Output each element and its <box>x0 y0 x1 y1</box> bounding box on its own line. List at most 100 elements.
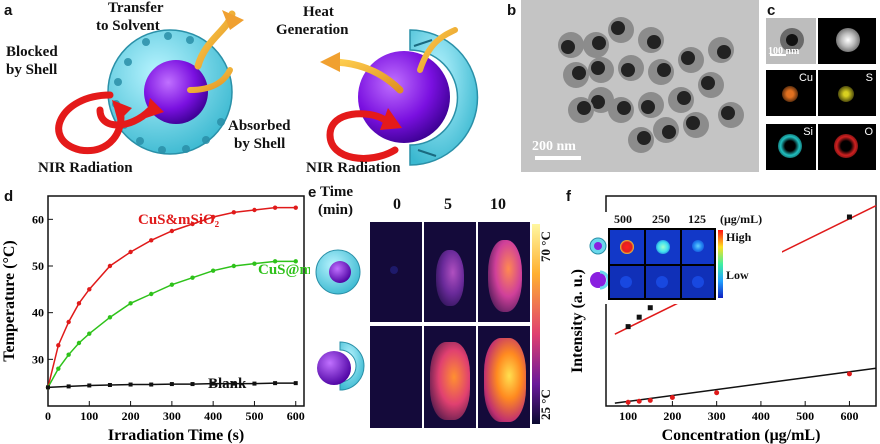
fluorescence-inset: 500 250 125 (μg/mL) High Low <box>586 212 782 304</box>
data-point <box>56 366 61 371</box>
y-tick-label: 60 <box>32 212 44 226</box>
tem-core <box>677 91 691 105</box>
eds-si-map: Si <box>766 124 816 170</box>
x-tick-label: 100 <box>80 409 98 423</box>
data-point <box>149 291 154 297</box>
tem-image <box>521 0 759 172</box>
data-point <box>190 275 195 280</box>
thermal-img-a-5 <box>424 222 476 322</box>
temperature-chart: 0 100 200 300 400 500 600 30 40 50 60 Irradiation T… <box>1 195 310 444</box>
data-point <box>231 210 237 215</box>
data-point <box>669 394 675 400</box>
x-tick-label: 600 <box>287 409 305 423</box>
tem-core <box>681 51 695 65</box>
series-label-1: CuS@mSiO₂ <box>258 262 310 278</box>
tem-core <box>592 36 606 50</box>
data-point <box>128 249 133 255</box>
tem-core <box>662 125 676 139</box>
x-axis-label: Concentration (μg/mL) <box>662 427 821 444</box>
transfer-line1: Transfer <box>108 0 164 16</box>
tem-core <box>686 116 700 130</box>
tem-core <box>717 45 731 59</box>
fluor-particle-icons <box>589 237 608 290</box>
data-point <box>66 352 71 357</box>
thermal-particle-icons <box>315 249 365 391</box>
tem-core <box>641 100 655 114</box>
data-point <box>46 385 50 390</box>
conc-250: 250 <box>652 212 670 226</box>
tem-core <box>621 63 635 77</box>
time-5: 5 <box>444 196 452 213</box>
plot-frame <box>47 195 305 407</box>
x-tick-label: 600 <box>840 409 858 423</box>
x-tick-label: 0 <box>45 409 51 423</box>
data-point <box>76 301 82 306</box>
time-label-1: Time <box>320 184 354 200</box>
conc-unit: (μg/mL) <box>720 212 763 226</box>
data-point <box>169 228 175 234</box>
data-point <box>107 383 112 387</box>
data-point <box>636 398 642 404</box>
tem-core <box>657 63 671 77</box>
data-point <box>714 390 720 396</box>
thermal-img-b-5 <box>424 326 476 428</box>
tem-core <box>617 101 631 115</box>
data-point <box>647 397 653 403</box>
thermal-img-b-0 <box>370 326 422 428</box>
x-tick-label: 400 <box>204 409 222 423</box>
janus-particle <box>358 29 479 166</box>
data-point <box>210 268 216 273</box>
tem-core <box>721 106 735 120</box>
absorbed-line1: Absorbed <box>228 118 291 134</box>
x-tick-label: 500 <box>245 409 263 423</box>
absorbed-line2: by Shell <box>234 136 286 152</box>
blocked-line2: by Shell <box>6 62 58 78</box>
data-point <box>149 238 154 243</box>
cu-spot <box>782 86 798 102</box>
colorbar-low-label: 25 °C <box>538 389 553 420</box>
y-tick-label: 30 <box>32 352 44 366</box>
data-point <box>87 383 92 388</box>
transfer-line2: to Solvent <box>96 18 160 34</box>
data-point <box>66 319 71 325</box>
si-label: Si <box>803 126 813 138</box>
data-point <box>625 399 631 405</box>
fit-line-1 <box>614 367 877 404</box>
data-point <box>293 259 298 264</box>
thermal-colorbar <box>532 224 540 424</box>
data-point <box>169 382 174 387</box>
y-tick-label: 50 <box>32 259 44 273</box>
data-point <box>272 205 278 210</box>
data-point <box>87 331 92 336</box>
data-point <box>252 381 257 386</box>
tem-core <box>577 101 591 115</box>
data-point <box>56 343 61 348</box>
tem-core <box>701 76 715 90</box>
data-point <box>231 263 237 269</box>
data-point <box>846 214 852 220</box>
series-label-0: CuS&mSiO₂ <box>138 212 220 228</box>
x-tick-label: 400 <box>752 409 770 423</box>
data-point <box>66 384 71 389</box>
panel-label-c: c <box>767 2 776 19</box>
data-point <box>128 301 133 306</box>
eds-scale-label: 100 nm <box>768 46 800 57</box>
thermal-img-a-10 <box>478 222 530 322</box>
data-point <box>211 381 216 386</box>
eds-o-map: O <box>818 124 876 170</box>
data-point <box>107 263 113 269</box>
nir-label-left: NIR Radiation <box>38 160 133 176</box>
blocked-line1: Blocked <box>6 44 58 60</box>
data-point <box>252 261 257 266</box>
eds-s-map: S <box>818 70 876 116</box>
eds-haadf <box>818 18 876 64</box>
heat-line1: Heat <box>303 4 334 20</box>
data-point <box>252 207 257 213</box>
data-point <box>272 259 278 264</box>
x-tick-label: 200 <box>663 409 681 423</box>
tem-core <box>591 95 605 109</box>
tem-core <box>637 131 651 145</box>
data-point <box>273 381 278 386</box>
tem-core <box>561 40 575 54</box>
panel-label-d: d <box>4 188 14 205</box>
